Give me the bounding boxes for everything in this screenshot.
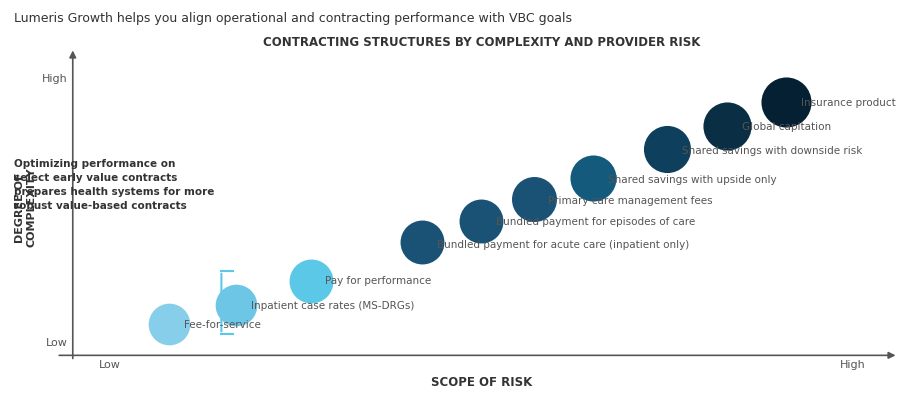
Title: CONTRACTING STRUCTURES BY COMPLEXITY AND PROVIDER RISK: CONTRACTING STRUCTURES BY COMPLEXITY AND… (263, 35, 700, 49)
X-axis label: SCOPE OF RISK: SCOPE OF RISK (431, 376, 532, 389)
Point (229, 302, 243, 309)
Text: Lumeris Growth helps you align operational and contracting performance with VBC : Lumeris Growth helps you align operation… (14, 12, 572, 26)
Text: Global capitation: Global capitation (741, 122, 831, 132)
Text: Shared savings with downside risk: Shared savings with downside risk (682, 145, 862, 156)
Text: Fee-for-service: Fee-for-service (184, 320, 261, 330)
Text: Optimizing performance on
select early value contracts
prepares health systems f: Optimizing performance on select early v… (14, 159, 214, 211)
Point (660, 146, 675, 152)
Text: Inpatient case rates (MS-DRGs): Inpatient case rates (MS-DRGs) (251, 302, 415, 311)
Point (585, 175, 600, 182)
Text: Bundled payment for episodes of care: Bundled payment for episodes of care (496, 217, 695, 227)
Point (779, 98, 794, 105)
Point (719, 122, 734, 129)
Text: Bundled payment for acute care (inpatient only): Bundled payment for acute care (inpatien… (437, 240, 689, 250)
Point (415, 239, 430, 245)
Y-axis label: DEGREE OF
COMPLEXITY: DEGREE OF COMPLEXITY (15, 168, 37, 247)
Point (526, 196, 541, 203)
Point (303, 278, 318, 285)
Text: Pay for performance: Pay for performance (325, 276, 431, 286)
Point (162, 321, 177, 327)
Point (474, 217, 489, 224)
Text: Primary care management fees: Primary care management fees (549, 196, 713, 206)
Text: Insurance product: Insurance product (801, 98, 896, 108)
Text: Shared savings with upside only: Shared savings with upside only (608, 175, 776, 185)
